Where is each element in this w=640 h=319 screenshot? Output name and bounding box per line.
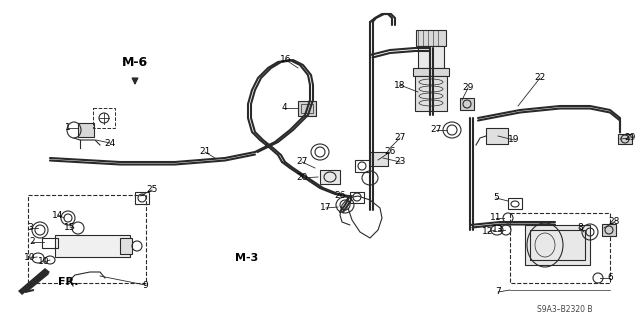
Text: 7: 7 [495, 287, 501, 296]
Bar [355, 160, 370, 172]
Text: 4: 4 [281, 103, 287, 113]
Text: 15: 15 [64, 222, 76, 232]
Text: 27: 27 [430, 125, 442, 135]
Polygon shape [18, 268, 50, 295]
Bar [418, 46, 444, 68]
Text: S9A3–B2320 B: S9A3–B2320 B [537, 306, 593, 315]
Text: 18: 18 [394, 80, 406, 90]
Text: 23: 23 [394, 158, 406, 167]
Bar [602, 224, 616, 236]
Bar [78, 123, 94, 137]
Text: 6: 6 [607, 273, 613, 283]
Text: 29: 29 [624, 133, 636, 143]
Text: 19: 19 [508, 136, 520, 145]
Bar [320, 170, 340, 184]
Text: M-3: M-3 [235, 253, 259, 263]
Text: 12: 12 [483, 227, 493, 236]
Text: 8: 8 [577, 224, 583, 233]
Text: 10: 10 [24, 254, 36, 263]
Bar [415, 76, 447, 111]
Text: 21: 21 [199, 147, 211, 157]
Text: 1: 1 [65, 123, 71, 132]
Bar [298, 101, 316, 116]
Bar [28, 195, 146, 283]
Bar [93, 108, 115, 128]
Text: 26: 26 [384, 147, 396, 157]
Bar [350, 192, 364, 203]
Text: 11: 11 [490, 213, 502, 222]
Text: 22: 22 [534, 73, 546, 83]
Bar [416, 30, 446, 46]
Text: 27: 27 [394, 133, 406, 143]
Text: 26: 26 [334, 190, 346, 199]
Text: 20: 20 [296, 174, 308, 182]
Text: 5: 5 [493, 194, 499, 203]
Bar [55, 235, 130, 257]
Text: 24: 24 [104, 138, 116, 147]
Bar [120, 238, 132, 254]
Bar [618, 134, 632, 144]
Text: 2: 2 [29, 238, 35, 247]
Bar [510, 213, 610, 283]
Bar [301, 104, 313, 113]
Text: FR.: FR. [58, 277, 79, 287]
Bar [42, 238, 58, 248]
Text: 9: 9 [142, 280, 148, 290]
Text: M-6: M-6 [122, 56, 148, 69]
Bar [530, 230, 585, 260]
Text: 25: 25 [147, 186, 157, 195]
Text: 14: 14 [52, 211, 64, 219]
Text: 10: 10 [38, 257, 50, 266]
Text: 17: 17 [320, 204, 332, 212]
Bar [486, 128, 508, 144]
Bar [525, 225, 590, 265]
Bar [460, 98, 474, 110]
Bar [135, 192, 149, 204]
Text: 13: 13 [492, 226, 504, 234]
Text: 27: 27 [296, 158, 308, 167]
Text: 29: 29 [462, 84, 474, 93]
Bar [370, 152, 388, 166]
Text: 16: 16 [280, 56, 292, 64]
Bar [413, 68, 449, 76]
Text: 3: 3 [27, 224, 33, 233]
Text: 28: 28 [608, 218, 620, 226]
Bar [508, 198, 522, 209]
